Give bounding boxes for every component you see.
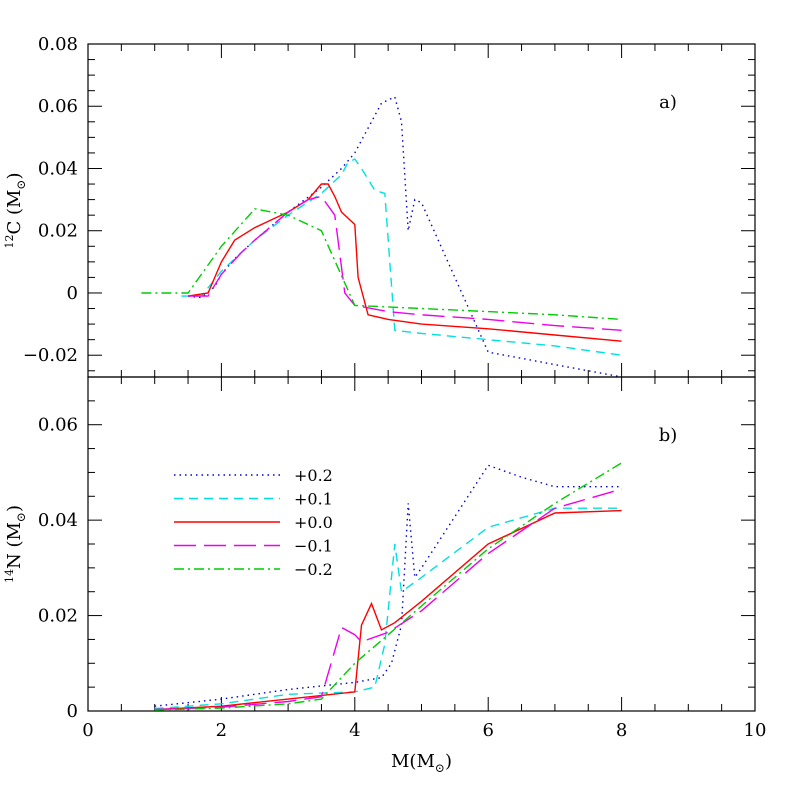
x-tick-label: 2 <box>216 720 227 741</box>
y-tick-label: 0 <box>67 701 78 722</box>
x-tick-label: 10 <box>744 720 767 741</box>
y-tick-label: 0.06 <box>38 96 78 117</box>
axis-label-part: ) <box>4 172 25 179</box>
series-line <box>154 464 622 707</box>
legend-label: −0.1 <box>294 537 333 556</box>
x-axis-label: M(M⊙) <box>391 751 452 775</box>
legend-label: +0.0 <box>294 513 333 532</box>
axis-label-part: C (M <box>4 190 25 235</box>
y-tick-label: 0.06 <box>38 415 78 436</box>
y-tick-label: −0.02 <box>23 345 78 366</box>
panel-b-nitrogen-14: 00.020.040.060 2 4 6 8 10M(M⊙)14N (M⊙)b) <box>3 376 767 775</box>
y-tick-label: 0.08 <box>38 34 78 55</box>
series-line <box>154 507 622 710</box>
y-axis-label: 14N (M⊙) <box>3 505 28 583</box>
plot-frame <box>87 43 756 378</box>
y-axis-label: 12C (M⊙) <box>3 172 28 248</box>
axis-label-part: 12 <box>3 235 16 249</box>
series-line <box>154 462 622 711</box>
series-line <box>154 509 622 711</box>
axis-label-part: ⊙ <box>14 180 28 190</box>
legend-label: +0.1 <box>294 490 333 509</box>
axis-label-part: ⊙ <box>14 512 28 522</box>
series-line <box>188 195 622 331</box>
series-line <box>141 208 622 321</box>
axis-label-part: ⊙ <box>435 761 445 775</box>
x-tick-label: 8 <box>616 720 627 741</box>
y-tick-label: 0 <box>67 283 78 304</box>
legend-label: −0.2 <box>294 560 333 579</box>
y-tick-label: 0.04 <box>38 158 78 179</box>
x-tick-label: 0 <box>82 720 93 741</box>
plot-frame <box>87 376 756 712</box>
axis-label-part: M(M <box>391 751 435 772</box>
legend-label: +0.2 <box>294 466 333 485</box>
y-tick-label: 0.04 <box>38 510 78 531</box>
series-line <box>154 488 622 711</box>
series-line <box>187 183 622 342</box>
x-tick-label: 4 <box>349 720 360 741</box>
panel-label: a) <box>659 92 677 113</box>
axis-label-part: ) <box>445 751 452 772</box>
axis-label-part: ) <box>4 505 25 512</box>
panel-a-carbon-12: −0.02 0 0.02 0.04 0.06 0.08 12C (M⊙) a) <box>3 34 756 378</box>
panel-label: b) <box>659 425 678 446</box>
axis-label-part: 14 <box>3 569 16 583</box>
axis-label-part: N (M <box>4 522 25 569</box>
x-tick-label: 6 <box>482 720 493 741</box>
legend: +0.2 +0.1 +0.0 −0.1 −0.2 <box>174 466 333 579</box>
y-tick-label: 0.02 <box>38 606 78 627</box>
y-tick-label: 0.02 <box>38 221 78 242</box>
